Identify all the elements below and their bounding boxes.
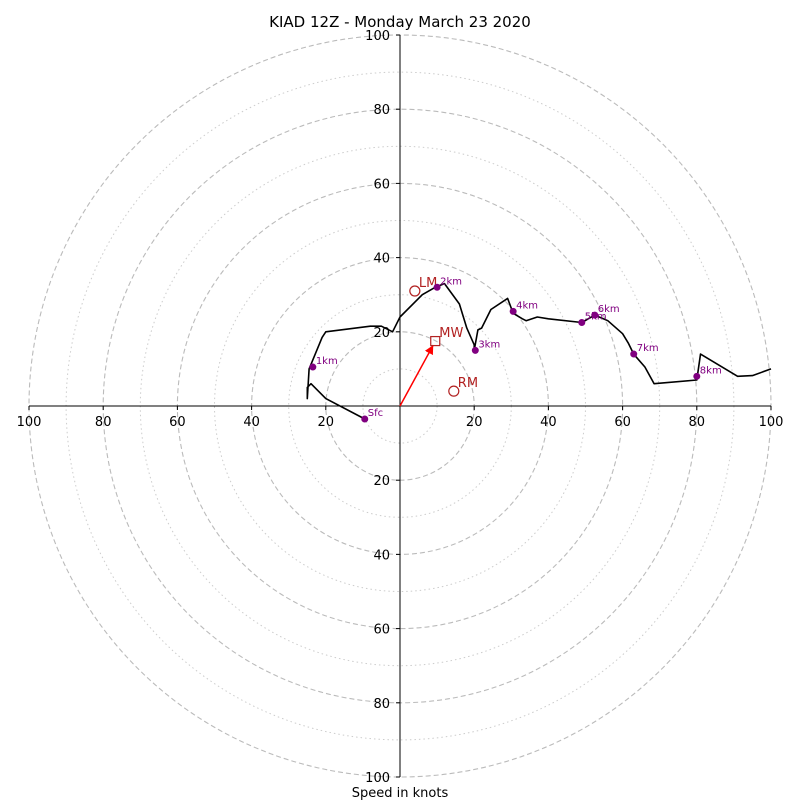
storm-motion-marker-lm — [409, 285, 421, 297]
height-marker-2km — [433, 283, 441, 291]
storm-motion-label-mw: MW — [439, 326, 463, 341]
tick-labels: 100 80 60 40 20 20 40 60 80 100 100 80 60 40 20 20 40 60 8… — [17, 29, 784, 786]
height-markers: Sfc1km2km3km4km5km6km7km8km — [309, 276, 722, 423]
height-marker-label-sfc: Sfc — [368, 408, 383, 419]
y-tick-label: 60 — [373, 623, 390, 638]
x-tick-label: 60 — [614, 415, 631, 430]
y-tick-label: 100 — [365, 771, 390, 786]
y-tick-label: 40 — [373, 548, 390, 563]
y-tick-label: 100 — [365, 29, 390, 44]
storm-motions: LM MW RM — [399, 276, 478, 407]
height-marker-label-1km: 1km — [316, 356, 338, 367]
storm-motion-label-lm: LM — [419, 276, 437, 291]
height-marker-7km — [630, 350, 638, 358]
chart-title: KIAD 12Z - Monday March 23 2020 — [269, 13, 531, 31]
storm-motion-marker-mw — [430, 335, 441, 347]
height-marker-sfc — [361, 415, 369, 423]
x-tick-label: 80 — [95, 415, 112, 430]
hodograph-trace — [306, 282, 772, 420]
height-marker-1km — [309, 363, 317, 371]
height-marker-label-4km: 4km — [516, 300, 538, 311]
y-tick-label: 80 — [373, 103, 390, 118]
x-tick-label: 20 — [466, 415, 483, 430]
height-marker-label-3km: 3km — [478, 339, 500, 350]
height-marker-label-2km: 2km — [440, 276, 462, 287]
height-marker-label-8km: 8km — [700, 365, 722, 376]
y-tick-label: 20 — [373, 474, 390, 489]
x-tick-label: 20 — [318, 415, 335, 430]
y-tick-label: 60 — [373, 177, 390, 192]
height-marker-5km — [578, 319, 586, 327]
x-tick-label: 60 — [169, 415, 186, 430]
height-marker-label-6km: 6km — [598, 304, 620, 315]
x-tick-label: 100 — [759, 415, 784, 430]
wind-profile-line — [306, 282, 772, 420]
y-tick-label: 20 — [373, 326, 390, 341]
x-tick-label: 100 — [17, 415, 42, 430]
height-marker-3km — [471, 346, 479, 354]
x-tick-label: 40 — [540, 415, 557, 430]
y-tick-label: 40 — [373, 252, 390, 267]
x-tick-label: 80 — [689, 415, 706, 430]
height-marker-label-7km: 7km — [637, 343, 659, 354]
x-tick-label: 40 — [243, 415, 260, 430]
y-tick-label: 80 — [373, 697, 390, 712]
mean-wind-vector — [399, 344, 434, 407]
height-marker-8km — [693, 372, 701, 380]
x-axis-label: Speed in knots — [352, 786, 449, 800]
height-marker-4km — [509, 307, 517, 315]
height-marker-6km — [591, 311, 599, 319]
storm-motion-marker-rm — [448, 385, 460, 397]
storm-motion-label-rm: RM — [458, 376, 478, 391]
